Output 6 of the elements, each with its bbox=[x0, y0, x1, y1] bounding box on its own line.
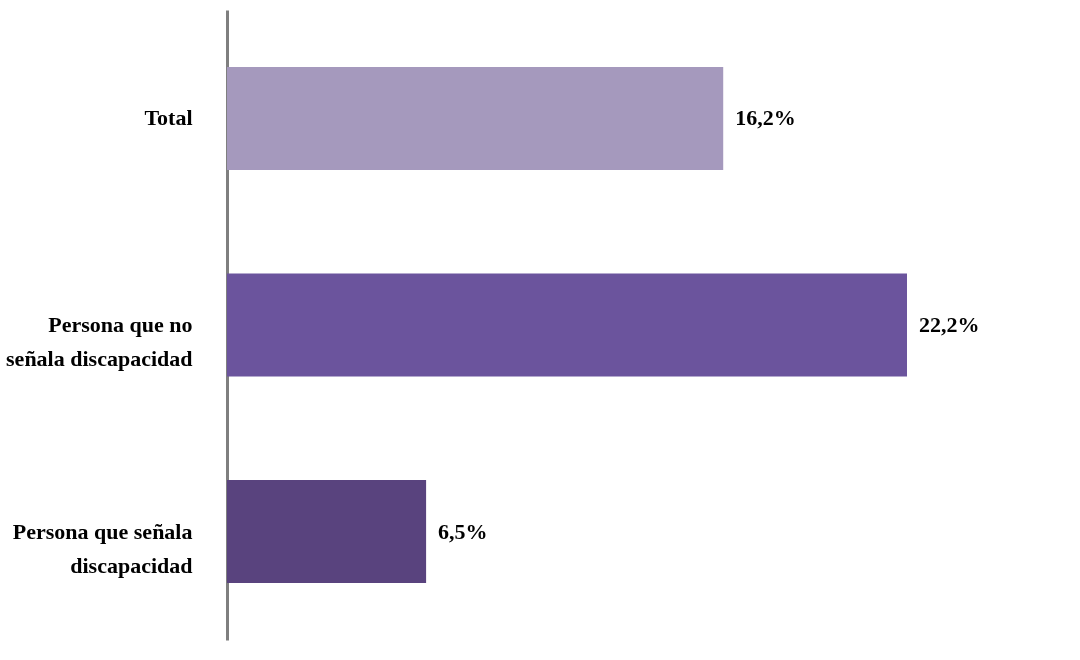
y-tick-label: Persona que no señala discapacidad bbox=[6, 312, 193, 371]
y-tick-label: Persona que señala discapacidad bbox=[12, 518, 193, 578]
data-label: 22,2% bbox=[919, 312, 980, 337]
y-tick-label: Total bbox=[144, 105, 193, 131]
data-label: 6,5% bbox=[438, 518, 488, 544]
data-label: 16,2% bbox=[735, 105, 796, 131]
